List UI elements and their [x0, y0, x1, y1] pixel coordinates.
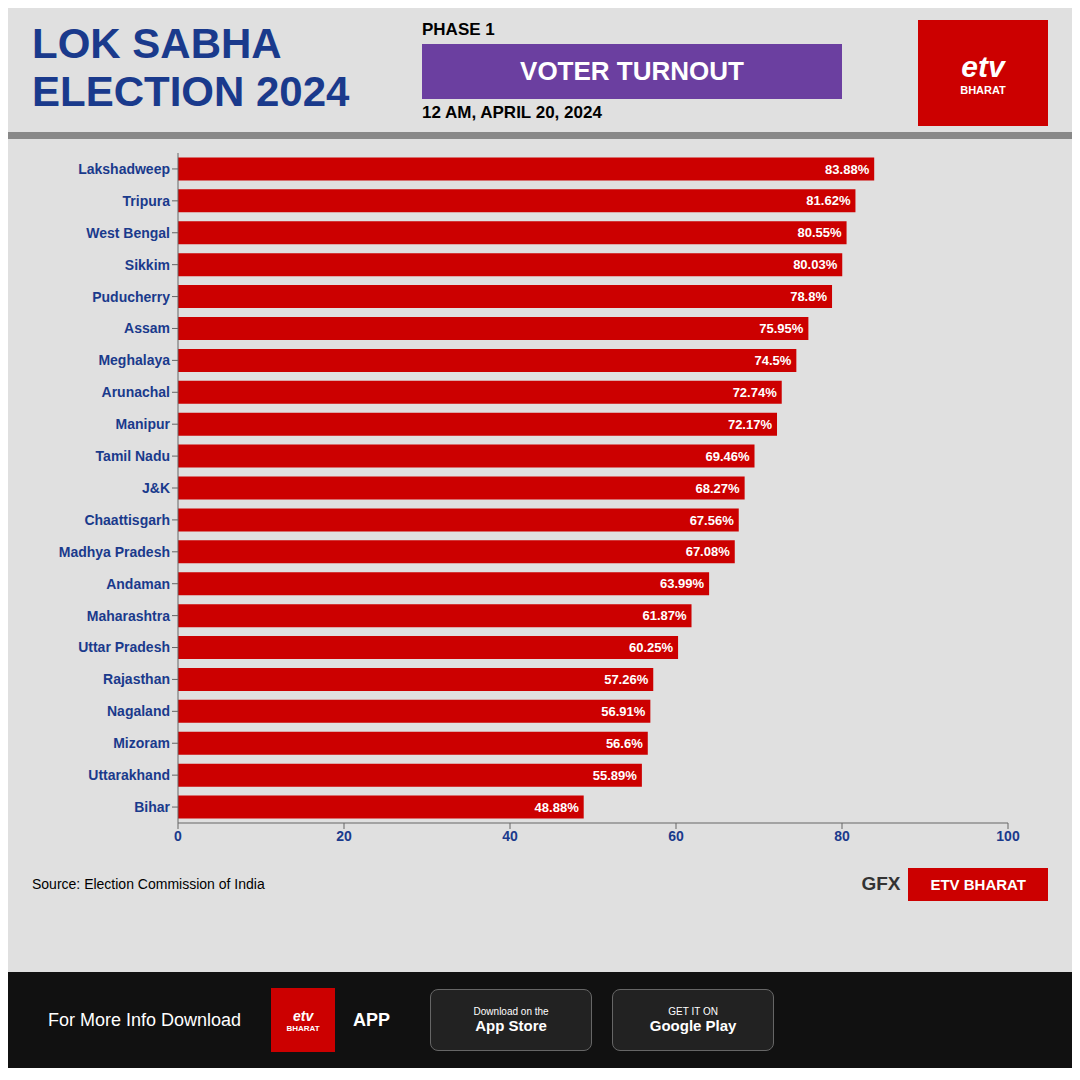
svg-text:63.99%: 63.99%: [660, 576, 705, 591]
svg-text:55.89%: 55.89%: [593, 768, 638, 783]
html-text:BHARAT: BHARAT: [286, 1023, 320, 1033]
svg-text:81.62%: 81.62%: [806, 193, 851, 208]
html-text:Google Play: Google Play: [649, 1017, 737, 1034]
svg-text:Uttar Pradesh: Uttar Pradesh: [78, 639, 170, 655]
svg-text:68.27%: 68.27%: [696, 481, 741, 496]
svg-text:48.88%: 48.88%: [535, 800, 580, 815]
svg-text:0: 0: [174, 828, 182, 844]
svg-text:West Bengal: West Bengal: [86, 225, 170, 241]
svg-text:67.08%: 67.08%: [686, 544, 731, 559]
svg-text:78.8%: 78.8%: [790, 289, 827, 304]
svg-text:Meghalaya: Meghalaya: [98, 352, 170, 368]
svg-text:Nagaland: Nagaland: [107, 703, 170, 719]
svg-text:Rajasthan: Rajasthan: [103, 671, 170, 687]
svg-text:72.17%: 72.17%: [728, 417, 773, 432]
svg-text:69.46%: 69.46%: [705, 449, 750, 464]
html-text:GET IT ON: GET IT ON: [668, 1006, 718, 1017]
svg-text:56.6%: 56.6%: [606, 736, 643, 751]
html-text:BHARAT: BHARAT: [960, 84, 1006, 96]
svg-text:56.91%: 56.91%: [601, 704, 646, 719]
svg-text:100: 100: [996, 828, 1020, 844]
svg-text:Andaman: Andaman: [106, 576, 170, 592]
html-text:ETV BHARAT: ETV BHARAT: [930, 875, 1026, 893]
svg-text:72.74%: 72.74%: [733, 385, 778, 400]
html-text:etv: etv: [293, 1007, 314, 1024]
svg-text:J&K: J&K: [142, 480, 170, 496]
svg-text:57.26%: 57.26%: [604, 672, 649, 687]
svg-text:Assam: Assam: [124, 320, 170, 336]
html-text:PHASE 1: PHASE 1: [422, 20, 495, 39]
svg-text:60: 60: [668, 828, 684, 844]
html-text:12 AM, APRIL 20, 2024: 12 AM, APRIL 20, 2024: [422, 103, 602, 122]
svg-text:Mizoram: Mizoram: [113, 735, 170, 751]
svg-text:Bihar: Bihar: [134, 799, 170, 815]
svg-text:Lakshadweep: Lakshadweep: [78, 161, 170, 177]
html-text:APP: APP: [353, 1009, 391, 1030]
html-text:Source: Election Commission of: Source: Election Commission of India: [32, 876, 265, 892]
svg-text:Sikkim: Sikkim: [125, 257, 170, 273]
svg-text:80.03%: 80.03%: [793, 257, 838, 272]
svg-text:20: 20: [336, 828, 352, 844]
svg-text:74.5%: 74.5%: [754, 353, 791, 368]
svg-text:60.25%: 60.25%: [629, 640, 674, 655]
html-text:etv: etv: [961, 50, 1005, 83]
html-text:For More Info Download: For More Info Download: [48, 1009, 242, 1030]
svg-text:Tamil Nadu: Tamil Nadu: [96, 448, 170, 464]
svg-text:80.55%: 80.55%: [797, 225, 842, 240]
html-text:App Store: App Store: [475, 1017, 547, 1034]
svg-text:67.56%: 67.56%: [690, 513, 735, 528]
svg-text:Maharashtra: Maharashtra: [87, 608, 170, 624]
svg-text:80: 80: [834, 828, 850, 844]
svg-text:Uttarakhand: Uttarakhand: [88, 767, 170, 783]
svg-text:40: 40: [502, 828, 518, 844]
svg-text:83.88%: 83.88%: [825, 162, 870, 177]
svg-text:Arunachal: Arunachal: [102, 384, 170, 400]
svg-text:61.87%: 61.87%: [642, 608, 687, 623]
svg-text:Chaattisgarh: Chaattisgarh: [84, 512, 170, 528]
html-text:LOK SABHA ELECTION 2024: LOK SABHA ELECTION 2024: [32, 20, 350, 115]
svg-text:75.95%: 75.95%: [759, 321, 804, 336]
html-text:Download on the: Download on the: [473, 1006, 549, 1017]
svg-text:Manipur: Manipur: [116, 416, 171, 432]
svg-text:Puducherry: Puducherry: [92, 289, 170, 305]
html-text:VOTER TURNOUT: VOTER TURNOUT: [520, 56, 744, 86]
svg-text:Tripura: Tripura: [123, 193, 171, 209]
svg-text:Madhya Pradesh: Madhya Pradesh: [59, 544, 170, 560]
html-text:GFX: GFX: [861, 873, 901, 894]
